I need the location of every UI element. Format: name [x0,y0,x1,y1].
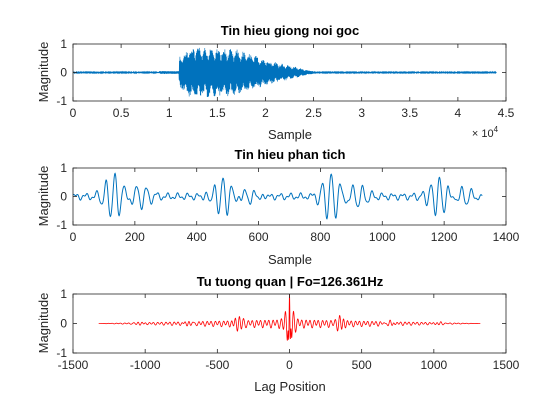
chart-3-x-tick-label: 500 [352,358,372,372]
chart-1-ticks: 0 0.5 1 1.5 2 2.5 3 3.5 4 4.5-101 [56,37,514,120]
chart-2-x-tick-label: 0 [70,230,77,244]
chart-1-title: Tin hieu giong noi goc [221,23,359,38]
chart-1-original-speech: Tin hieu giong noi goc 0 0.5 1 1.5 2 2.5 3 3.5 4… [36,23,515,142]
chart-2-ylabel: Magnitude [36,166,51,227]
chart-1-x-tick-label: 2 [262,106,269,120]
chart-2-x-tick-label: 600 [249,230,269,244]
chart-2-x-tick-label: 1000 [369,230,396,244]
chart-2-xlabel: Sample [268,252,312,267]
chart-2-y-tick-label: 1 [60,161,67,175]
chart-1-x-exponent: × 104 [472,125,499,140]
chart-2-title: Tin hieu phan tich [235,147,346,162]
chart-1-ylabel: Magnitude [36,42,51,103]
chart-3-ticks: -1500 -1000 -500 0 500 1000 1500 -1 0 1 [56,287,519,372]
chart-1-x-tick-label: 4 [455,106,462,120]
chart-2-x-tick-label: 1200 [431,230,458,244]
chart-2-analyzed-signal: Tin hieu phan tich 0 200 400 600 800 1000 1200… [36,147,520,267]
chart-2-x-tick-label: 200 [125,230,145,244]
chart-1-y-tick-label: 1 [60,37,67,51]
chart-3-autocorrelation: Tu tuong quan | Fo=126.361Hz -1500 -1000-… [36,274,520,394]
chart-3-autocorrelation-line [98,294,481,341]
chart-1-x-tick-label: 3.5 [401,106,418,120]
chart-1-x-tick-label: 0 [70,106,77,120]
chart-3-x-tick-label: -1000 [130,358,161,372]
chart-2-ticks: 0 200 400 600 800 1000 1200 1400-101 [56,161,519,244]
chart-1-y-tick-label: 0 [60,66,67,80]
chart-3-x-tick-label: 0 [286,358,293,372]
chart-3-x-tick-label: 1500 [493,358,520,372]
chart-3-ylabel: Magnitude [36,293,51,354]
chart-2-x-tick-label: 1400 [493,230,520,244]
chart-1-x-tick-label: 3 [358,106,365,120]
chart-1-x-exponent-base: × 10 [472,128,494,140]
chart-1-waveform [73,47,497,98]
chart-1-x-tick-label: 2.5 [305,106,322,120]
chart-1-x-tick-label: 1.5 [209,106,226,120]
chart-2-x-tick-label: 800 [310,230,330,244]
chart-1-x-tick-label: 4.5 [498,106,515,120]
chart-3-title: Tu tuong quan | Fo=126.361Hz [197,274,384,289]
chart-3-y-tick-label: -1 [56,346,67,360]
chart-2-y-tick-label: 0 [60,190,67,204]
chart-3-x-tick-label: 1000 [420,358,447,372]
chart-2-waveform [73,172,483,220]
chart-1-y-tick-label: -1 [56,94,67,108]
chart-2-x-tick-label: 400 [187,230,207,244]
chart-1-xlabel: Sample [268,127,312,142]
chart-1-x-tick-label: 0.5 [113,106,130,120]
chart-3-y-tick-label: 1 [60,287,67,301]
chart-2-series-line [73,172,483,220]
chart-3-xlabel: Lag Position [254,379,326,394]
chart-1-x-exponent-power: 4 [494,125,499,134]
chart-3-y-tick-label: 0 [60,317,67,331]
chart-1-x-tick-label: 1 [166,106,173,120]
chart-2-y-tick-label: -1 [56,218,67,232]
chart-1-series-line [73,47,497,98]
chart-3-x-tick-label: -1500 [58,358,89,372]
chart-3-x-tick-label: -500 [205,358,229,372]
chart-3-series-line [98,294,481,341]
